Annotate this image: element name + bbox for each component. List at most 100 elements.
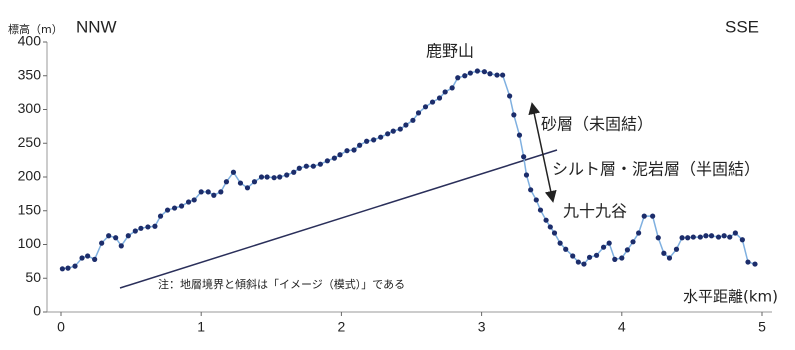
profile-point xyxy=(251,179,258,185)
profile-point xyxy=(563,246,569,252)
layer-boundary xyxy=(119,149,558,289)
profile-point xyxy=(99,240,105,246)
annotation-sand: 砂層（未固結） xyxy=(541,115,653,134)
profile-point xyxy=(317,161,323,167)
profile-point xyxy=(244,185,251,191)
profile-point xyxy=(474,68,480,74)
profile-point xyxy=(385,131,391,137)
profile-point xyxy=(118,243,124,249)
profile-point xyxy=(436,95,443,101)
profile-point xyxy=(351,147,357,153)
profile-point xyxy=(422,104,429,110)
profile-point xyxy=(429,99,436,105)
profile-point xyxy=(575,259,581,265)
y-axis-label: 標高（m） xyxy=(8,22,63,36)
y-tick-label: 100 xyxy=(18,235,42,251)
profile-point xyxy=(467,70,473,76)
profile-point xyxy=(132,228,138,234)
profile-point xyxy=(106,233,112,239)
profile-point xyxy=(500,72,506,78)
profile-point xyxy=(679,235,685,241)
profile-point xyxy=(113,235,119,241)
profile-point xyxy=(650,213,656,219)
profile-point xyxy=(630,239,636,245)
profile-point xyxy=(732,230,738,236)
profile-point xyxy=(523,172,530,178)
profile-point xyxy=(661,250,667,256)
y-tick-label: 150 xyxy=(18,201,42,217)
y-tick-label: 350 xyxy=(18,66,42,82)
profile-point xyxy=(390,128,396,134)
dip-arrow xyxy=(528,102,557,203)
profile-point xyxy=(745,259,751,265)
x-tick-label: 1 xyxy=(197,319,205,335)
profile-point xyxy=(310,163,316,169)
profile-point xyxy=(547,224,553,230)
profile-point xyxy=(205,189,211,195)
profile-point xyxy=(727,234,733,240)
direction-right: SSE xyxy=(725,17,759,36)
profile-point xyxy=(516,132,523,138)
profile-point xyxy=(415,110,422,116)
profile-point xyxy=(708,233,715,239)
profile-point xyxy=(178,203,185,209)
profile-point xyxy=(528,187,534,193)
x-tick-label: 0 xyxy=(57,319,65,335)
profile-point xyxy=(685,235,691,241)
profile-point xyxy=(655,235,661,241)
y-tick-label: 0 xyxy=(33,303,41,319)
profile-point xyxy=(619,255,625,261)
profile-point xyxy=(462,73,468,79)
profile-point xyxy=(344,148,350,154)
profile-point xyxy=(403,122,409,128)
profile-point xyxy=(324,158,330,164)
annotation-valley: 九十九谷 xyxy=(563,202,627,221)
profile-point xyxy=(543,217,549,223)
profile-point xyxy=(636,230,642,236)
profile-point xyxy=(752,261,758,267)
profile-point xyxy=(606,240,612,246)
profile-point xyxy=(449,85,455,91)
y-tick-label: 300 xyxy=(18,100,42,116)
annotation-note: 注：地層境界と傾斜は「イメージ（模式）」である xyxy=(158,277,405,291)
profile-point xyxy=(521,154,527,160)
profile-point xyxy=(271,175,277,181)
profile-point xyxy=(703,233,709,239)
profile-point xyxy=(296,165,302,171)
profile-point xyxy=(79,255,85,261)
profile-point xyxy=(85,253,91,259)
profile-point xyxy=(138,225,144,231)
direction-left: NNW xyxy=(76,17,117,36)
profile-point xyxy=(171,205,178,211)
profile-point xyxy=(557,240,563,246)
profile-point xyxy=(537,207,544,213)
profile-point xyxy=(715,234,722,240)
profile-point xyxy=(337,152,343,158)
profile-point xyxy=(218,189,224,195)
profile-point xyxy=(191,197,197,203)
profile-point xyxy=(533,197,539,203)
profile-point xyxy=(152,223,158,229)
profile-point xyxy=(145,224,151,230)
x-tick-label: 4 xyxy=(618,319,626,335)
x-tick-label: 3 xyxy=(478,319,486,335)
y-tick-label: 50 xyxy=(25,269,41,285)
profile-point xyxy=(277,174,283,180)
profile-point xyxy=(586,254,593,260)
profile-point xyxy=(507,93,513,99)
x-tick-label: 2 xyxy=(338,319,346,335)
profile-point xyxy=(357,142,363,148)
annotation-peak: 鹿野山 xyxy=(426,42,474,61)
profile-point xyxy=(581,261,587,267)
y-tick-label: 200 xyxy=(18,168,42,184)
profile-point xyxy=(570,253,576,259)
profile-point xyxy=(185,199,192,205)
profile-point xyxy=(551,230,558,236)
profile-point xyxy=(666,255,673,261)
profile-point xyxy=(258,174,265,180)
profile-point xyxy=(284,172,290,178)
profile-point xyxy=(72,263,78,269)
annotation-silt: シルト層・泥岩層（半固結） xyxy=(552,160,760,179)
y-tick-label: 250 xyxy=(18,134,42,150)
